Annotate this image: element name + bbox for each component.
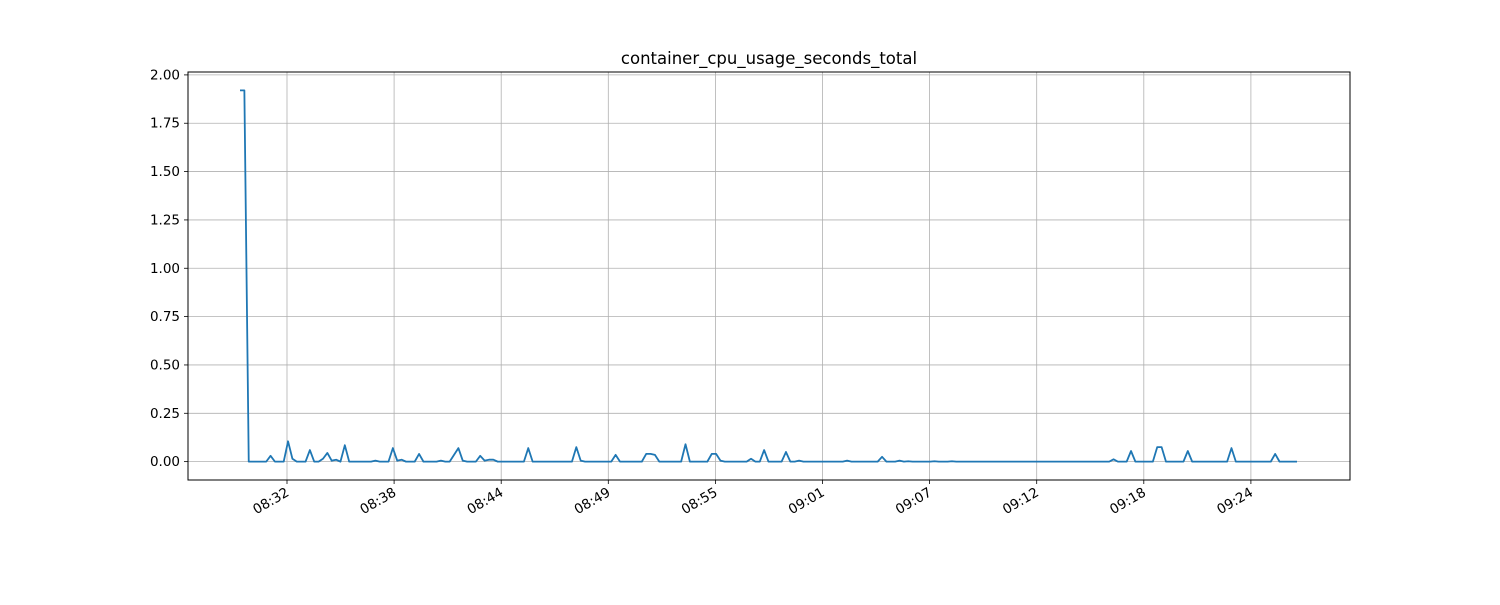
y-tick-label: 0.75 bbox=[150, 309, 180, 325]
y-tick-label: 0.50 bbox=[150, 357, 180, 373]
y-tick-label: 0.00 bbox=[150, 454, 180, 470]
y-tick-label: 1.50 bbox=[150, 164, 180, 180]
y-tick-label: 1.25 bbox=[150, 212, 180, 228]
y-tick-label: 0.25 bbox=[150, 406, 180, 422]
y-tick-label: 2.00 bbox=[150, 67, 180, 83]
y-tick-label: 1.75 bbox=[150, 116, 180, 132]
chart-title: container_cpu_usage_seconds_total bbox=[621, 49, 917, 69]
y-tick-label: 1.00 bbox=[150, 261, 180, 277]
